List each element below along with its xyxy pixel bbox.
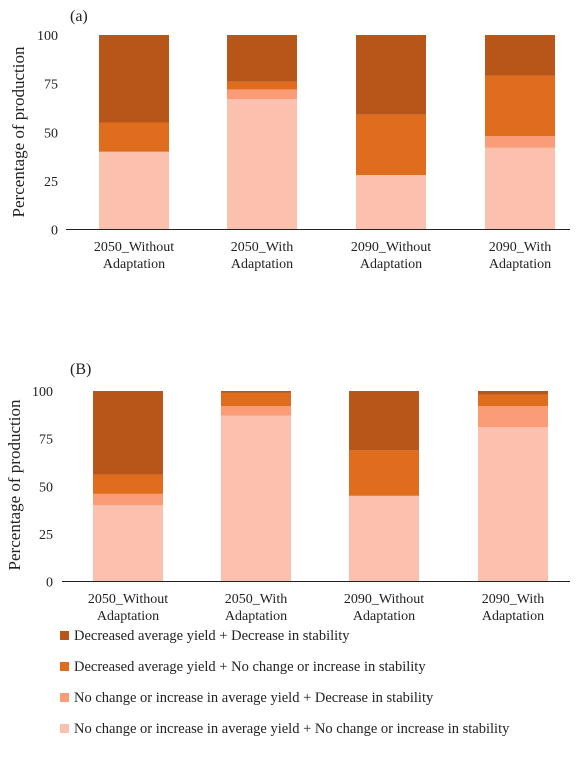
bar-segment xyxy=(93,391,163,475)
y-tick-label: 0 xyxy=(46,576,53,591)
x-axis-labels: 2050_Without Adaptation 2050_With Adaptatio… xyxy=(88,592,544,624)
bar-segment xyxy=(356,175,426,230)
bar-segment xyxy=(93,505,163,582)
y-axis-label: Percentage of production xyxy=(9,46,28,217)
bar-segment xyxy=(356,35,426,115)
y-tick-label: 25 xyxy=(39,528,53,543)
x-tick-label: Adaptation xyxy=(360,257,422,272)
chart-panel-b: (B) Percentage of production 0255075100 … xyxy=(5,361,570,624)
panel-label: (a) xyxy=(70,8,88,25)
y-tick-label: 75 xyxy=(44,78,58,93)
bar-segment xyxy=(478,391,548,395)
bar-segment xyxy=(227,99,297,230)
y-tick-label: 0 xyxy=(51,224,58,239)
bar-segment xyxy=(485,35,555,76)
bar-segment xyxy=(221,406,291,416)
bar-segment xyxy=(221,415,291,582)
legend-swatch xyxy=(60,693,69,702)
bar-segment xyxy=(356,114,426,176)
bar-segment xyxy=(485,136,555,148)
y-axis-ticks: 0 25 50 75 100 xyxy=(37,29,58,239)
bar-segment xyxy=(485,147,555,230)
bar-segment xyxy=(221,391,291,393)
bars xyxy=(93,391,548,582)
y-tick-label: 100 xyxy=(32,385,53,400)
legend-label: Decreased average yield + No change or i… xyxy=(74,659,426,675)
x-tick-label: 2050_With xyxy=(231,240,293,255)
x-tick-label: Adaptation xyxy=(489,257,551,272)
x-tick-label: 2090_With xyxy=(489,240,551,255)
bar-segment xyxy=(478,394,548,407)
panel-label: (B) xyxy=(70,361,91,378)
bar-segment xyxy=(221,392,291,407)
bar-segment xyxy=(227,35,297,82)
x-tick-label: 2050_With xyxy=(225,592,287,607)
y-axis-ticks: 0 25 50 75 100 xyxy=(32,385,53,591)
y-tick-label: 100 xyxy=(37,29,58,44)
legend-swatch xyxy=(60,724,69,733)
bar-segment xyxy=(227,81,297,90)
x-axis-labels: 2050_Without Adaptation 2050_With Adaptatio… xyxy=(94,240,551,272)
x-tick-label: 2090_Without xyxy=(344,592,424,607)
legend-swatch xyxy=(60,662,69,671)
x-tick-label: Adaptation xyxy=(231,257,293,272)
x-tick-label: Adaptation xyxy=(353,609,415,624)
bar-segment xyxy=(99,151,169,230)
bar-segment xyxy=(99,35,169,123)
legend-label: Decreased average yield + Decrease in st… xyxy=(74,628,350,644)
bar-segment xyxy=(485,75,555,137)
x-tick-label: 2050_Without xyxy=(94,240,174,255)
y-tick-label: 75 xyxy=(39,433,53,448)
chart-panel-a: (a) Percentage of production 0255075100 … xyxy=(9,8,570,272)
x-tick-label: Adaptation xyxy=(482,609,544,624)
y-tick-label: 50 xyxy=(44,126,58,141)
x-tick-label: 2050_Without xyxy=(88,592,168,607)
bar-segment xyxy=(99,122,169,152)
bar-segment xyxy=(349,495,419,582)
y-axis-label: Percentage of production xyxy=(5,399,24,570)
legend-label: No change or increase in average yield +… xyxy=(74,721,510,737)
x-tick-label: Adaptation xyxy=(103,257,165,272)
bar-segment xyxy=(93,493,163,506)
legend-label: No change or increase in average yield +… xyxy=(74,690,434,706)
legend: Decreased average yield + Decrease in st… xyxy=(60,628,510,737)
y-tick-label: 50 xyxy=(39,480,53,495)
bar-segment xyxy=(478,427,548,582)
x-tick-label: 2090_With xyxy=(482,592,544,607)
bar-segment xyxy=(349,450,419,496)
y-tick-label: 25 xyxy=(44,175,58,190)
x-tick-label: Adaptation xyxy=(97,609,159,624)
x-tick-label: 2090_Without xyxy=(351,240,431,255)
bar-segment xyxy=(349,391,419,451)
bars xyxy=(99,35,555,230)
bar-segment xyxy=(478,406,548,428)
x-tick-label: Adaptation xyxy=(225,609,287,624)
bar-segment xyxy=(93,474,163,494)
legend-swatch xyxy=(60,631,69,640)
bar-segment xyxy=(227,89,297,100)
